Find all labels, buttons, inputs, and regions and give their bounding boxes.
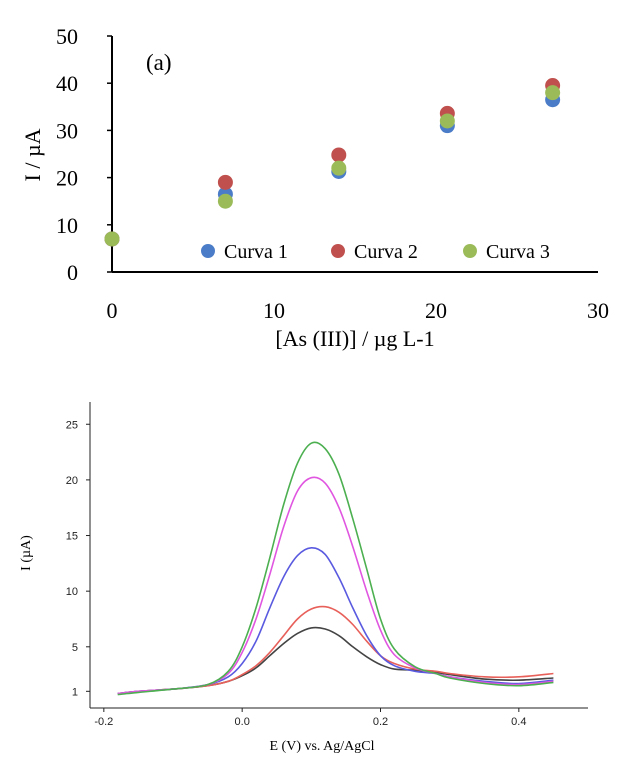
panel-b-x-tick-label: 0.4 <box>511 716 526 728</box>
panel-a-point-curva-3 <box>331 160 347 176</box>
panel-a-x-tick-label: 10 <box>263 298 285 323</box>
legend-label-curva-1: Curva 1 <box>224 241 288 263</box>
panel-a-x-tick-label: 20 <box>425 298 447 323</box>
legend-marker-curva-2 <box>331 244 345 258</box>
legend-label-curva-2: Curva 2 <box>354 241 418 263</box>
panel-b-series-line-green <box>117 441 554 696</box>
panel-a-point-curva-3 <box>104 231 120 247</box>
panel-a-y-tick-label: 20 <box>56 166 78 191</box>
legend-marker-curva-1 <box>201 244 215 258</box>
panel-a-label: (a) <box>146 50 172 75</box>
panel-a-scatter: (a) I / µA [As (III)] / µg L-1 0 10 20 30 40… <box>20 24 609 351</box>
panel-b-x-tick-label: 0.0 <box>235 716 250 728</box>
panel-b-x-tick-label: -0.2 <box>94 716 113 728</box>
panel-a-point-curva-2 <box>217 174 233 190</box>
panel-b-y-tick-label: 20 <box>66 475 78 487</box>
panel-a-y-tick-label: 40 <box>56 71 78 96</box>
panel-a-y-axis-label: I / µA <box>20 128 45 181</box>
panel-a-point-curva-3 <box>217 193 233 209</box>
panel-a-y-tick-label: 30 <box>56 118 78 143</box>
panel-b-y-tick-label: 15 <box>66 531 78 543</box>
panel-a-x-tick-label: 30 <box>587 298 609 323</box>
panel-b-y-tick-label: 10 <box>66 586 78 598</box>
panel-b-y-axis-label: I (µA) <box>19 535 34 571</box>
panel-a-y-tick-label: 50 <box>56 24 78 49</box>
panel-b-y-tick-label: 5 <box>72 642 78 654</box>
panel-b-series-line-red <box>117 605 554 695</box>
panel-b-y-tick-label: 1 <box>72 686 78 698</box>
panel-a-legend: Curva 1 Curva 2 Curva 3 <box>201 241 550 263</box>
panel-a-y-tick-label: 0 <box>67 260 78 285</box>
legend-marker-curva-3 <box>463 244 477 258</box>
panel-b-x-axis-label: E (V) vs. Ag/AgCl <box>270 739 375 754</box>
panel-a-y-tick-label: 10 <box>56 213 78 238</box>
legend-label-curva-3: Curva 3 <box>486 241 550 263</box>
panel-a-x-axis-label: [As (III)] / µg L-1 <box>275 326 434 351</box>
panel-a-point-curva-2 <box>331 147 347 163</box>
panel-b-y-tick-label: 25 <box>66 419 78 431</box>
panel-a-x-tick-label: 0 <box>107 298 118 323</box>
panel-a-point-curva-3 <box>545 85 561 101</box>
panel-a-point-curva-3 <box>439 113 455 129</box>
panel-b-series-line-blue <box>117 546 554 695</box>
panel-b-x-tick-label: 0.2 <box>373 716 388 728</box>
panel-b-series-line-magenta <box>117 476 554 695</box>
